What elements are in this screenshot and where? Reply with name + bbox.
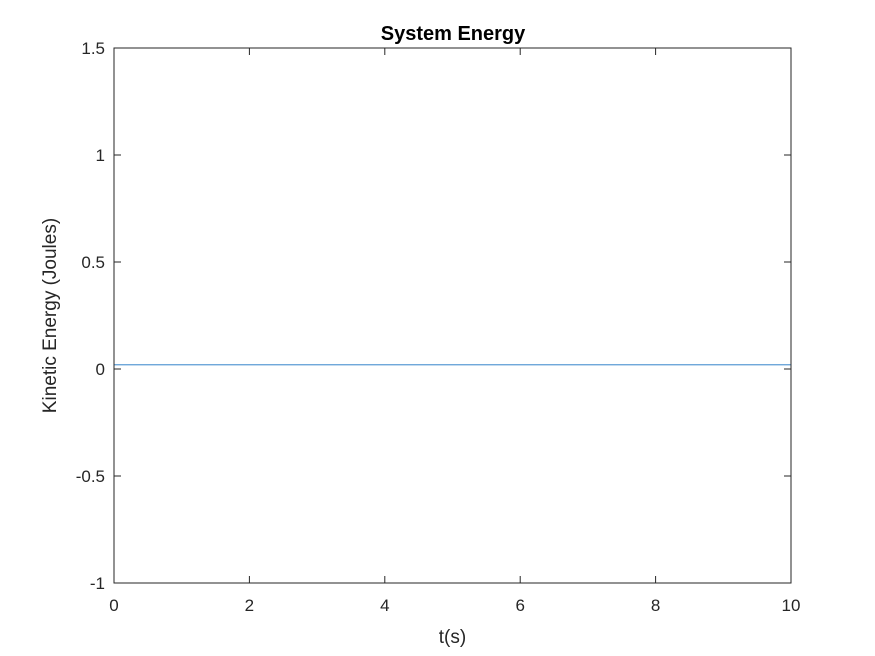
chart-title: System Energy — [381, 23, 526, 45]
y-tick-label: -0.5 — [76, 467, 105, 486]
x-tick-label: 4 — [380, 596, 389, 615]
y-tick-label: 0.5 — [81, 253, 105, 272]
x-tick-label: 0 — [109, 596, 118, 615]
y-tick-label: 1.5 — [81, 39, 105, 58]
x-tick-label: 2 — [245, 596, 254, 615]
x-tick-label: 10 — [782, 596, 801, 615]
x-axis-label: t(s) — [439, 627, 466, 648]
y-tick-label: 0 — [96, 360, 105, 379]
axes-box — [113, 47, 792, 584]
x-axis-ticks: 0 2 4 6 8 10 — [109, 48, 800, 615]
x-tick-label: 8 — [651, 596, 660, 615]
y-axis-ticks: -1 -0.5 0 0.5 1 1.5 — [76, 39, 791, 593]
y-axis-label: Kinetic Energy (Joules) — [40, 218, 61, 413]
y-tick-label: -1 — [90, 574, 105, 593]
y-tick-label: 1 — [96, 146, 105, 165]
x-tick-label: 6 — [515, 596, 524, 615]
